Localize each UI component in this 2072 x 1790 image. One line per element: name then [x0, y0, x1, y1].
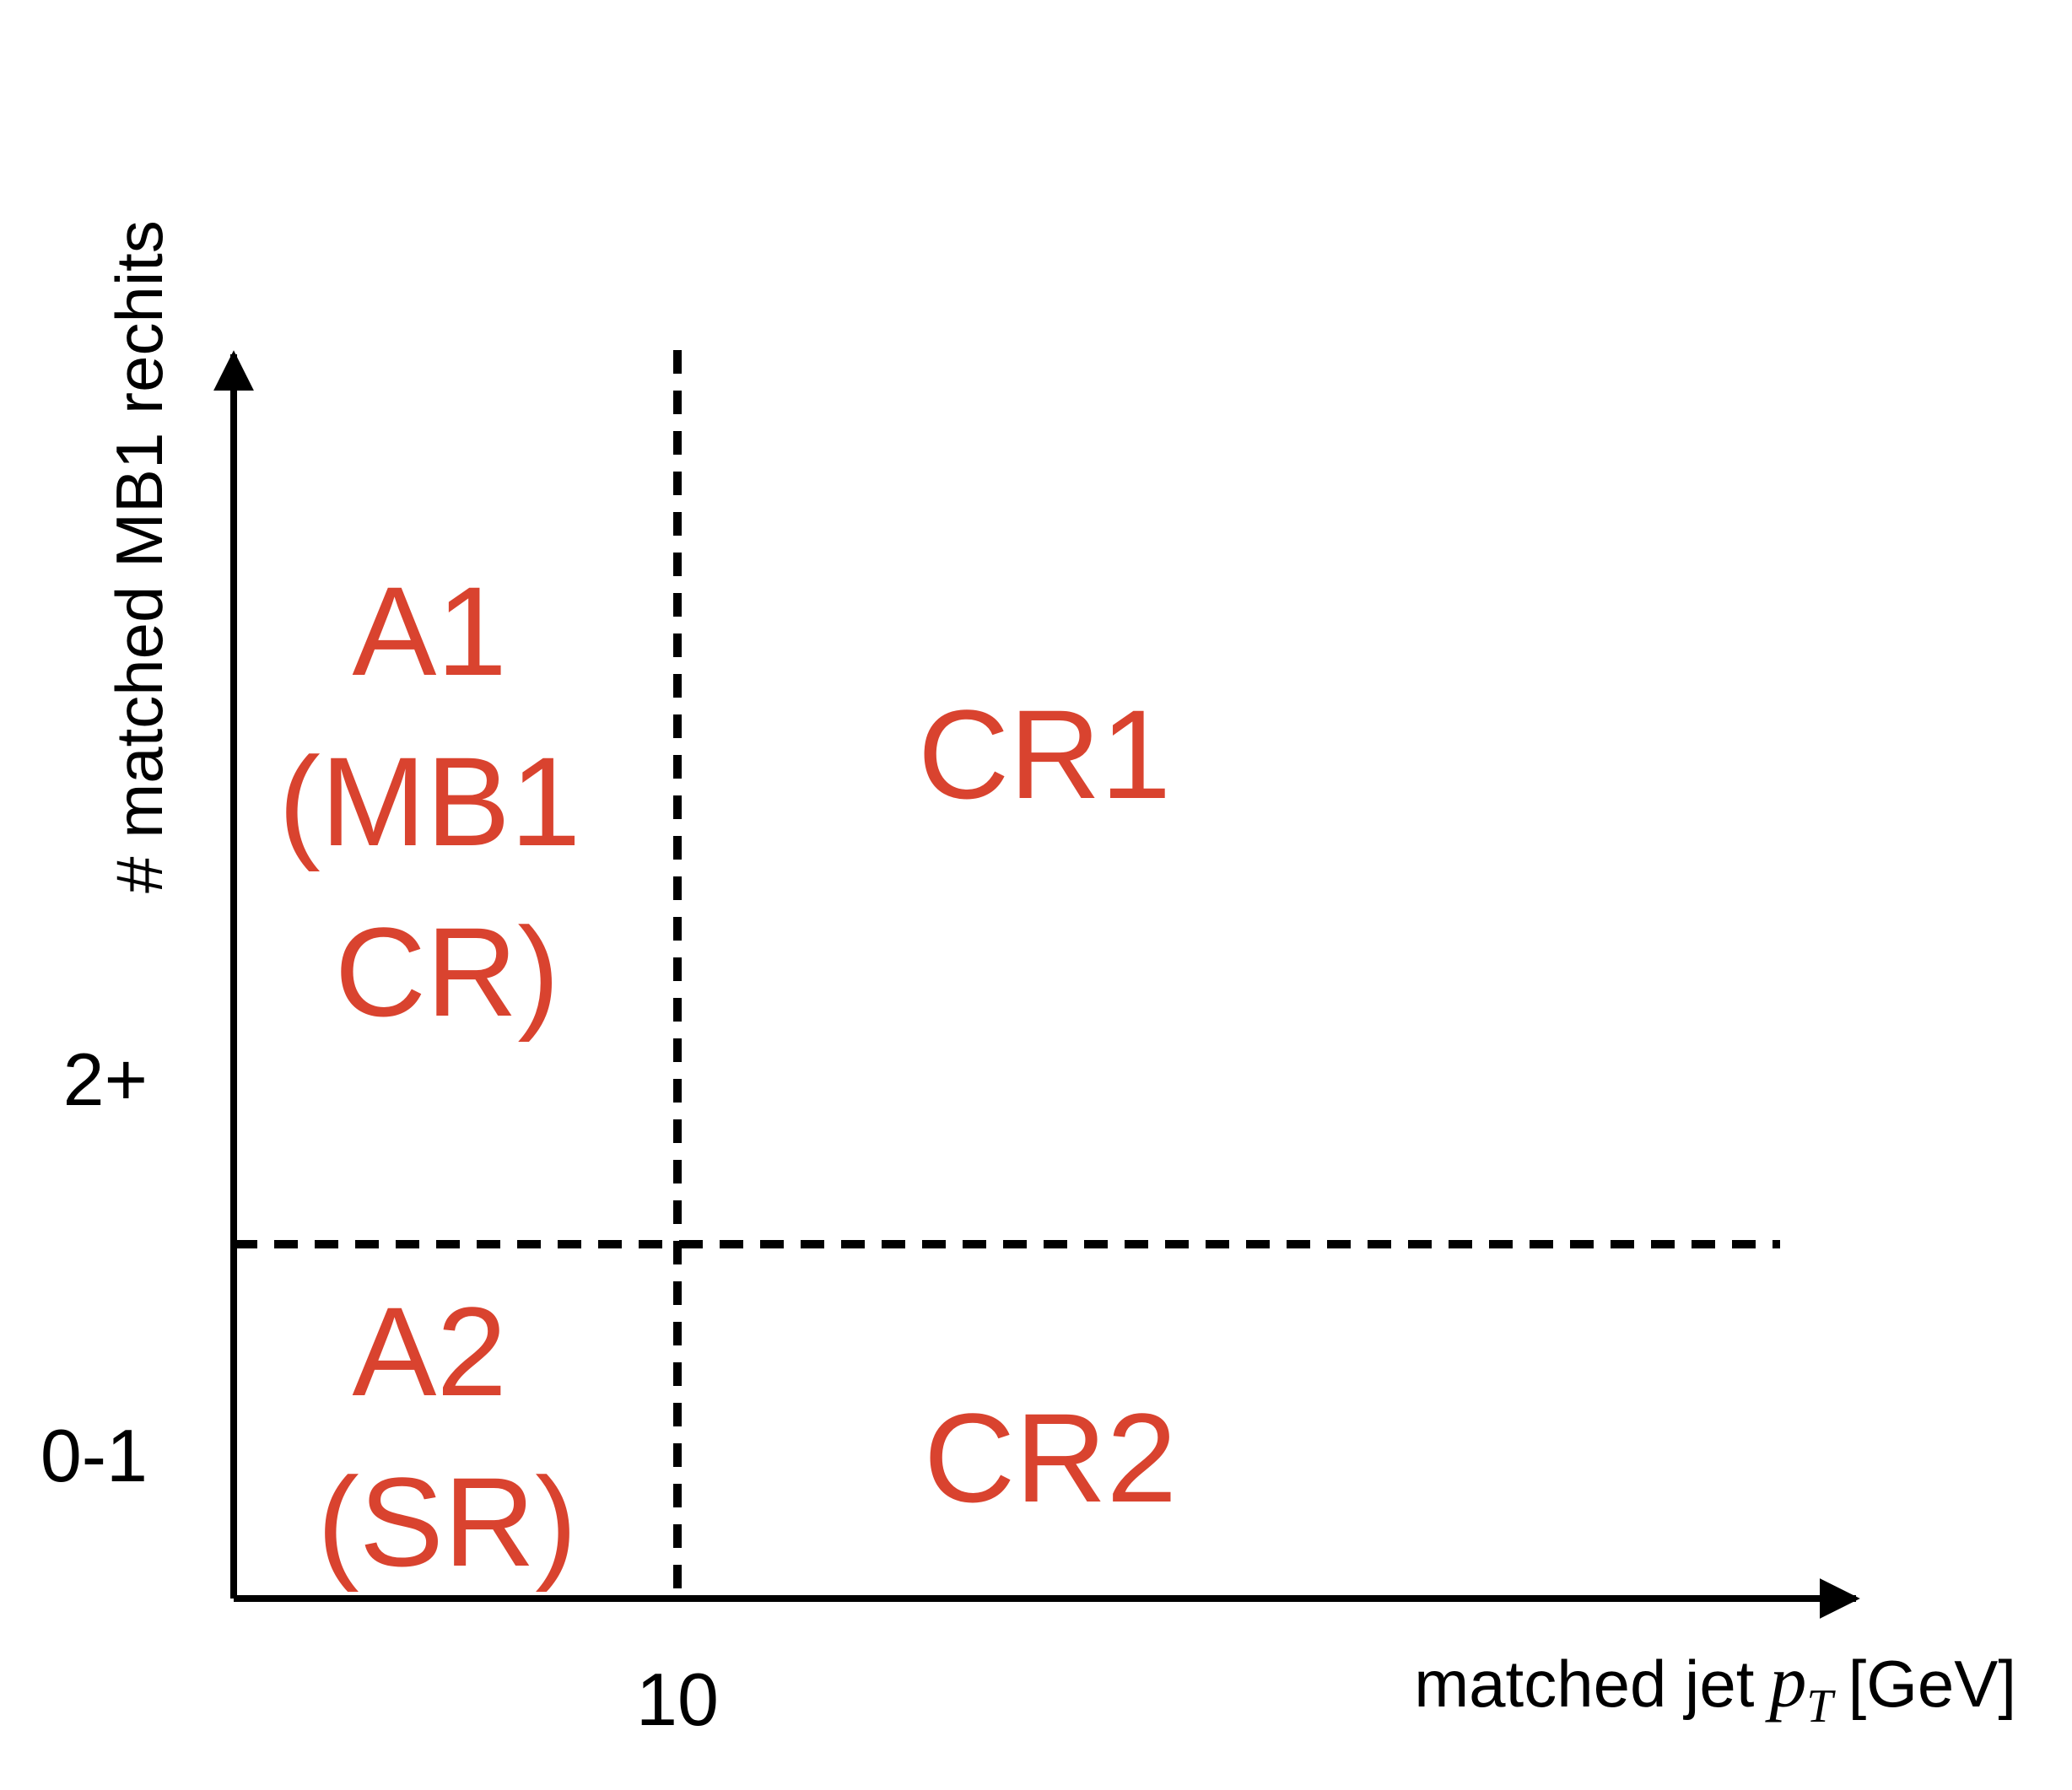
y-tick-label-low: 0-1 — [40, 1414, 148, 1497]
region-a2-label: A2 (SR) — [317, 1280, 577, 1593]
region-cr1-label: CR1 — [918, 683, 1171, 825]
y-axis-title: # matched MB1 rechits — [102, 220, 176, 893]
region-cr2-label: CR2 — [924, 1387, 1177, 1529]
x-axis-title-symbol: p — [1764, 1642, 1806, 1723]
x-axis-title-unit: [GeV] — [1848, 1647, 2016, 1721]
x-axis-title-subscript: T — [1806, 1680, 1836, 1733]
y-tick-label-high: 2+ — [63, 1038, 148, 1121]
x-tick-label: 10 — [636, 1658, 719, 1741]
region-a2-line-1: A2 — [352, 1280, 506, 1422]
x-axis-title: matched jet pT [GeV] — [1414, 1642, 2016, 1733]
region-a1-line-1: A1 — [352, 560, 506, 702]
region-a2-line-2: (SR) — [317, 1451, 577, 1593]
x-axis-title-text: matched jet — [1414, 1647, 1755, 1721]
region-a1-line-2: (MB1 — [278, 731, 580, 872]
region-a1-label: A1 (MB1 CR) — [278, 560, 616, 1043]
region-a1-line-3: CR) — [335, 901, 560, 1043]
